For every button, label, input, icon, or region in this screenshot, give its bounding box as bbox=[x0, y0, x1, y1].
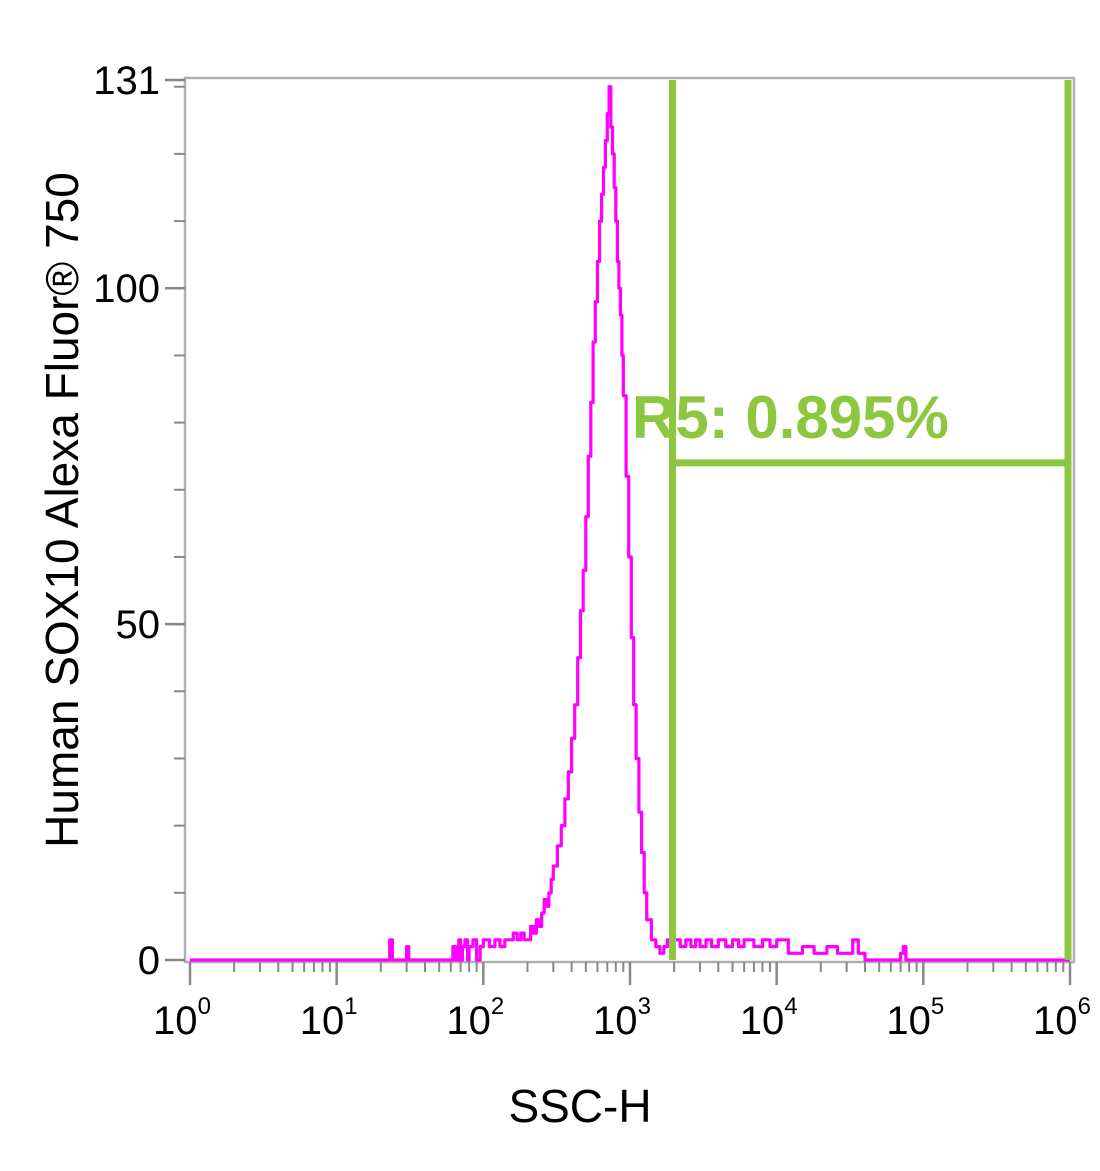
x-tick-label: 100 bbox=[153, 993, 211, 1043]
x-tick-label: 103 bbox=[593, 993, 651, 1043]
series-layer bbox=[190, 85, 1070, 962]
y-tick-label: 131 bbox=[93, 59, 160, 103]
y-axis-label: Human SOX10 Alexa Fluor® 750 bbox=[36, 172, 88, 848]
minor-ticks bbox=[174, 85, 1065, 972]
x-tick-label: 106 bbox=[1033, 993, 1091, 1043]
gate-label: R5: 0.895% bbox=[632, 384, 949, 451]
histogram-series-line bbox=[190, 85, 1070, 962]
x-tick-label: 102 bbox=[446, 993, 504, 1043]
gate-region: R5: 0.895% bbox=[632, 80, 1072, 960]
y-tick-label: 50 bbox=[116, 603, 161, 647]
x-tick-label: 104 bbox=[740, 993, 798, 1043]
tick-marks bbox=[165, 78, 1072, 985]
x-tick-label: 101 bbox=[300, 993, 358, 1043]
x-tick-label: 105 bbox=[886, 993, 944, 1043]
x-axis-label: SSC-H bbox=[508, 1080, 651, 1132]
y-tick-label: 0 bbox=[138, 939, 160, 983]
tick-labels: 100 101 102 103 104 105 106 0 50 100 131 bbox=[93, 59, 1091, 1043]
y-tick-label: 100 bbox=[93, 267, 160, 311]
